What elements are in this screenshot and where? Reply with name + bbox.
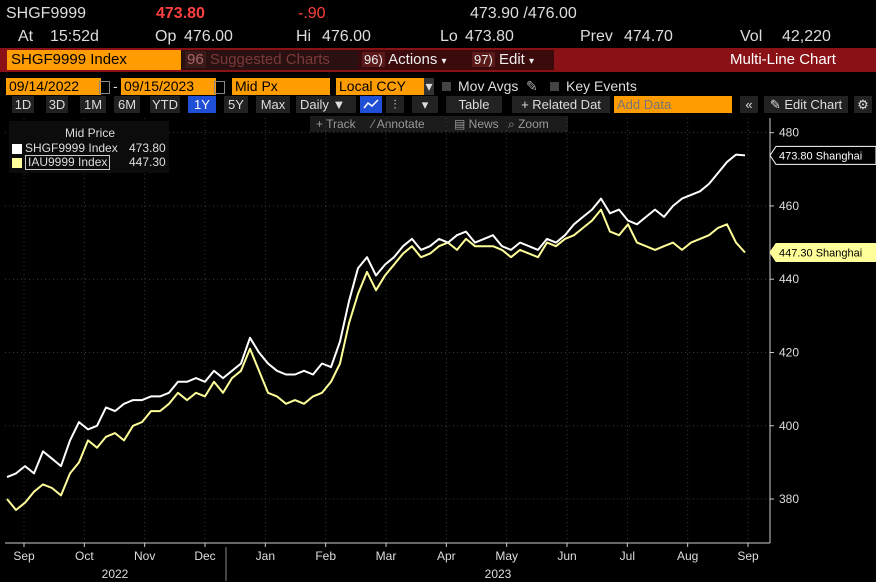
chevron-down-icon[interactable]: ▾ xyxy=(412,96,438,113)
x-tick-label: Mar xyxy=(376,549,397,563)
low-label: Lo xyxy=(440,28,458,45)
x-tick-label: Jun xyxy=(557,549,576,563)
last-value-box xyxy=(769,145,876,165)
period-3d[interactable]: 3D xyxy=(46,96,68,113)
key-events-label: Key Events xyxy=(566,78,637,94)
related-data-button[interactable]: + Related Dat xyxy=(512,96,610,113)
calendar-icon[interactable] xyxy=(99,81,110,94)
legend-swatch xyxy=(12,144,22,154)
x-tick-label: Nov xyxy=(134,549,155,563)
bar-chart-icon[interactable]: ⫶ xyxy=(386,96,404,113)
news-tool[interactable]: ▤ News xyxy=(454,117,499,131)
mov-avgs-label: Mov Avgs xyxy=(458,78,519,94)
y-tick-label: 400 xyxy=(779,419,799,433)
last-value-label: 473.80 Shanghai xyxy=(779,150,862,162)
edit-menu[interactable]: 97) Edit ▾ xyxy=(468,50,554,70)
x-tick-label: Dec xyxy=(194,549,215,563)
end-date-field[interactable]: 09/15/2023 xyxy=(121,78,216,95)
key-events-checkbox[interactable] xyxy=(550,82,559,91)
chevron-down-icon[interactable]: ▾ xyxy=(424,78,434,95)
y-tick-label: 380 xyxy=(779,492,799,506)
currency-selector[interactable]: Local CCY xyxy=(336,78,428,95)
volume-value: 42,220 xyxy=(782,28,831,45)
chevron-down-icon: ▾ xyxy=(529,56,535,67)
period-1d[interactable]: 1D xyxy=(12,96,34,113)
open-label: Op xyxy=(155,28,177,45)
track-tool[interactable]: + Track xyxy=(316,117,356,131)
frequency-selector[interactable]: Daily ▼ xyxy=(296,96,356,113)
price-chart[interactable]: 380 400 420 440 460 480 Sep Oct Nov Dec Jan Feb Mar… xyxy=(0,118,876,582)
pencil-icon: ✎ xyxy=(769,97,781,112)
period-ytd[interactable]: YTD xyxy=(150,96,180,113)
last-value-tag: 473.80 Shanghai xyxy=(769,145,876,165)
period-1m[interactable]: 1M xyxy=(80,96,106,113)
at-label: At xyxy=(18,28,34,45)
x-tick-label: Oct xyxy=(75,549,94,563)
chart-toolbar: + Track ⁄ Annotate ▤ News ⌕ Zoom xyxy=(310,116,568,132)
year-label: 2023 xyxy=(485,567,512,581)
line-chart-icon[interactable] xyxy=(360,96,382,113)
actions-menu[interactable]: 96) Actions ▾ xyxy=(358,50,470,70)
calendar-icon[interactable] xyxy=(214,81,225,94)
legend-series-name: SHGF9999 Index xyxy=(25,141,118,155)
period-max[interactable]: Max xyxy=(256,96,290,113)
period-6m[interactable]: 6M xyxy=(114,96,140,113)
pencil-icon[interactable]: ✎ xyxy=(526,78,538,94)
high-label: Hi xyxy=(296,28,312,45)
legend-series-value: 473.80 xyxy=(129,141,166,155)
high-value: 476.00 xyxy=(322,28,371,45)
period-1y[interactable]: 1Y xyxy=(188,96,216,113)
x-tick-label: Feb xyxy=(315,549,336,563)
x-tick-label: Apr xyxy=(437,549,456,563)
period-5y[interactable]: 5Y xyxy=(224,96,248,113)
chart-legend: Mid Price SHGF9999 Index 473.80 IAU9999 … xyxy=(9,121,169,173)
legend-swatch xyxy=(12,158,22,168)
zoom-tool[interactable]: ⌕ Zoom xyxy=(508,117,549,131)
edit-chart-button[interactable]: ✎ Edit Chart xyxy=(764,96,848,113)
legend-series-name: IAU9999 Index xyxy=(25,155,111,170)
last-value-box xyxy=(769,242,876,262)
gear-icon[interactable]: ⚙ xyxy=(854,96,872,113)
suggested-charts-button[interactable]: 96 Suggested Charts xyxy=(181,50,359,70)
x-tick-label: Sep xyxy=(737,549,759,563)
y-tick-label: 480 xyxy=(779,126,799,140)
mov-avgs-checkbox[interactable] xyxy=(442,82,451,91)
x-tick-label: May xyxy=(495,549,518,563)
date-separator: - xyxy=(113,78,118,94)
x-tick-label: Aug xyxy=(677,549,698,563)
y-tick-label: 440 xyxy=(779,272,799,286)
year-label: 2022 xyxy=(102,567,129,581)
bid-ask: 473.90 /476.00 xyxy=(470,5,577,22)
prev-value: 474.70 xyxy=(624,28,673,45)
x-tick-label: Jan xyxy=(256,549,275,563)
volume-label: Vol xyxy=(740,28,763,45)
legend-series-value: 447.30 xyxy=(129,155,166,169)
open-value: 476.00 xyxy=(184,28,233,45)
chevron-down-icon: ▼ xyxy=(332,97,346,112)
ticker: SHGF9999 xyxy=(6,5,87,22)
chevron-down-icon: ▾ xyxy=(441,56,447,67)
last-price: 473.80 xyxy=(156,5,205,22)
series-line xyxy=(6,208,746,511)
field-selector[interactable]: Mid Px xyxy=(232,78,330,95)
collapse-icon[interactable]: « xyxy=(740,96,758,113)
x-tick-label: Jul xyxy=(620,549,635,563)
annotate-tool[interactable]: ⁄ Annotate xyxy=(372,117,425,131)
prev-label: Prev xyxy=(580,28,613,45)
net-change: -.90 xyxy=(298,5,326,22)
last-value-label: 447.30 Shanghai xyxy=(779,247,862,259)
series-line xyxy=(6,153,746,479)
start-date-field[interactable]: 09/14/2022 xyxy=(6,78,101,95)
x-tick-label: Sep xyxy=(13,549,35,563)
security-field[interactable]: SHGF9999 Index xyxy=(7,50,183,70)
y-tick-label: 420 xyxy=(779,345,799,359)
chart-type-label: Multi-Line Chart xyxy=(730,51,836,68)
low-value: 473.80 xyxy=(465,28,514,45)
legend-title: Mid Price xyxy=(65,126,116,140)
last-value-tag: 447.30 Shanghai xyxy=(769,242,876,262)
add-data-input[interactable] xyxy=(614,96,732,113)
y-tick-label: 460 xyxy=(779,199,799,213)
quote-time: 15:52d xyxy=(50,28,99,45)
table-button[interactable]: Table xyxy=(446,96,502,113)
